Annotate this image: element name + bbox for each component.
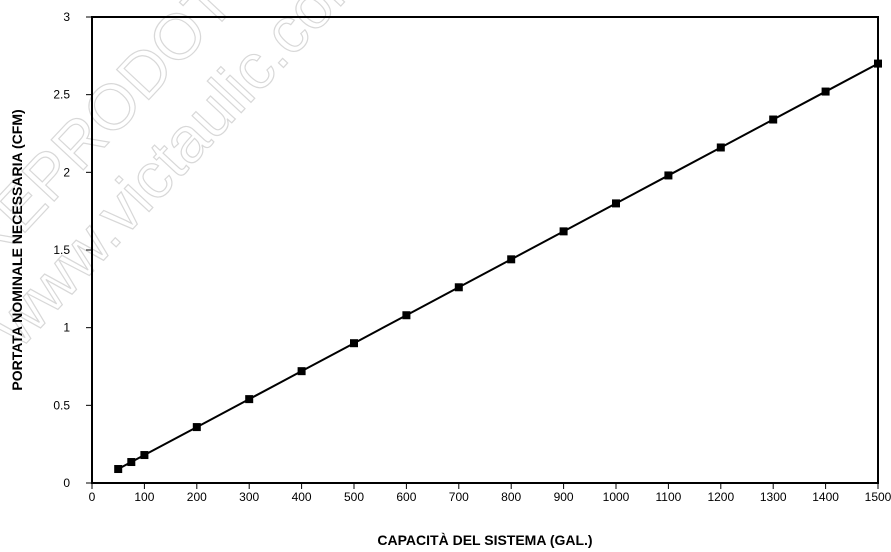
x-axis: 0 100 200 300 400 500 600 700 800 900 1000 1100 1200… [89,483,891,504]
y-tick-label: 0 [63,476,70,490]
data-point-marker [127,458,136,467]
x-tick-label: 1400 [812,490,839,504]
x-tick-label: 1000 [603,490,630,504]
x-tick-label: 1300 [760,490,787,504]
data-point-marker [114,465,123,474]
data-point-marker [350,339,358,348]
y-tick-label: 2 [63,165,70,179]
y-axis: 0 0.5 1 1.5 2 2.5 3 [53,10,92,490]
x-tick-label: 800 [501,490,521,504]
data-point-marker [140,451,149,460]
data-point-marker [821,87,830,96]
y-tick-label: 1.5 [53,243,70,257]
x-tick-label: 500 [344,490,364,504]
y-tick-label: 2.5 [53,88,70,102]
data-point-marker [664,171,673,180]
y-axis-title: PORTATA NOMINALE NECESSARIA (CFM) [9,109,25,390]
x-tick-label: 700 [449,490,469,504]
x-tick-label: 1500 [865,490,891,504]
x-tick-label: 200 [187,490,207,504]
data-point-marker [297,367,306,376]
data-point-marker [769,115,778,124]
data-point-marker [874,59,882,68]
data-point-marker [716,143,725,152]
data-point-marker [402,311,411,320]
watermark-layer: REPRODOTTO www.victaulic.com [0,0,385,361]
data-point-marker [454,283,463,292]
x-tick-label: 100 [134,490,154,504]
y-tick-label: 3 [63,10,70,24]
data-series [114,59,882,474]
data-point-marker [245,395,254,404]
x-tick-label: 400 [292,490,312,504]
y-tick-label: 1 [63,321,70,335]
x-tick-label: 300 [239,490,259,504]
y-tick-label: 0.5 [53,398,70,412]
x-tick-label: 1100 [655,490,681,504]
data-point-marker [192,423,201,432]
data-point-marker [612,199,620,208]
x-tick-label: 0 [89,490,96,504]
data-point-marker [559,227,568,236]
x-tick-label: 1200 [707,490,734,504]
x-tick-label: 600 [396,490,416,504]
data-point-marker [507,255,516,264]
x-tick-label: 900 [554,490,574,504]
x-axis-title: CAPACITÀ DEL SISTEMA (GAL.) [377,532,592,548]
